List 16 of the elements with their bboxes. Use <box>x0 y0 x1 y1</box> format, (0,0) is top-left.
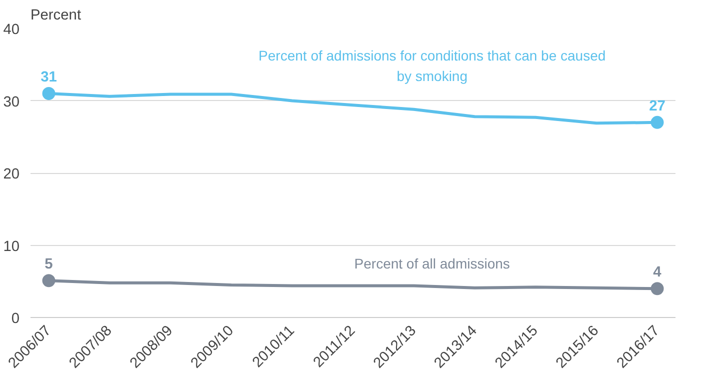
y-tick-label: 20 <box>3 166 20 182</box>
y-axis-title: Percent <box>30 8 82 24</box>
point <box>42 87 56 100</box>
data-label: 4 <box>653 264 662 281</box>
y-tick-label: 10 <box>3 238 20 255</box>
y-tick-label: 30 <box>3 94 20 110</box>
y-tick-label: 0 <box>11 311 20 327</box>
data-label: 5 <box>44 256 53 273</box>
series-label: Percent of all admissions <box>354 255 510 272</box>
series-label: Percent of admissions for conditions that can be caused by smoking <box>258 47 606 84</box>
data-label: 31 <box>40 70 57 86</box>
point <box>650 116 664 129</box>
point <box>42 274 56 288</box>
data-label: 27 <box>649 98 666 114</box>
y-tick-label: 40 <box>3 22 20 38</box>
point <box>650 282 664 296</box>
